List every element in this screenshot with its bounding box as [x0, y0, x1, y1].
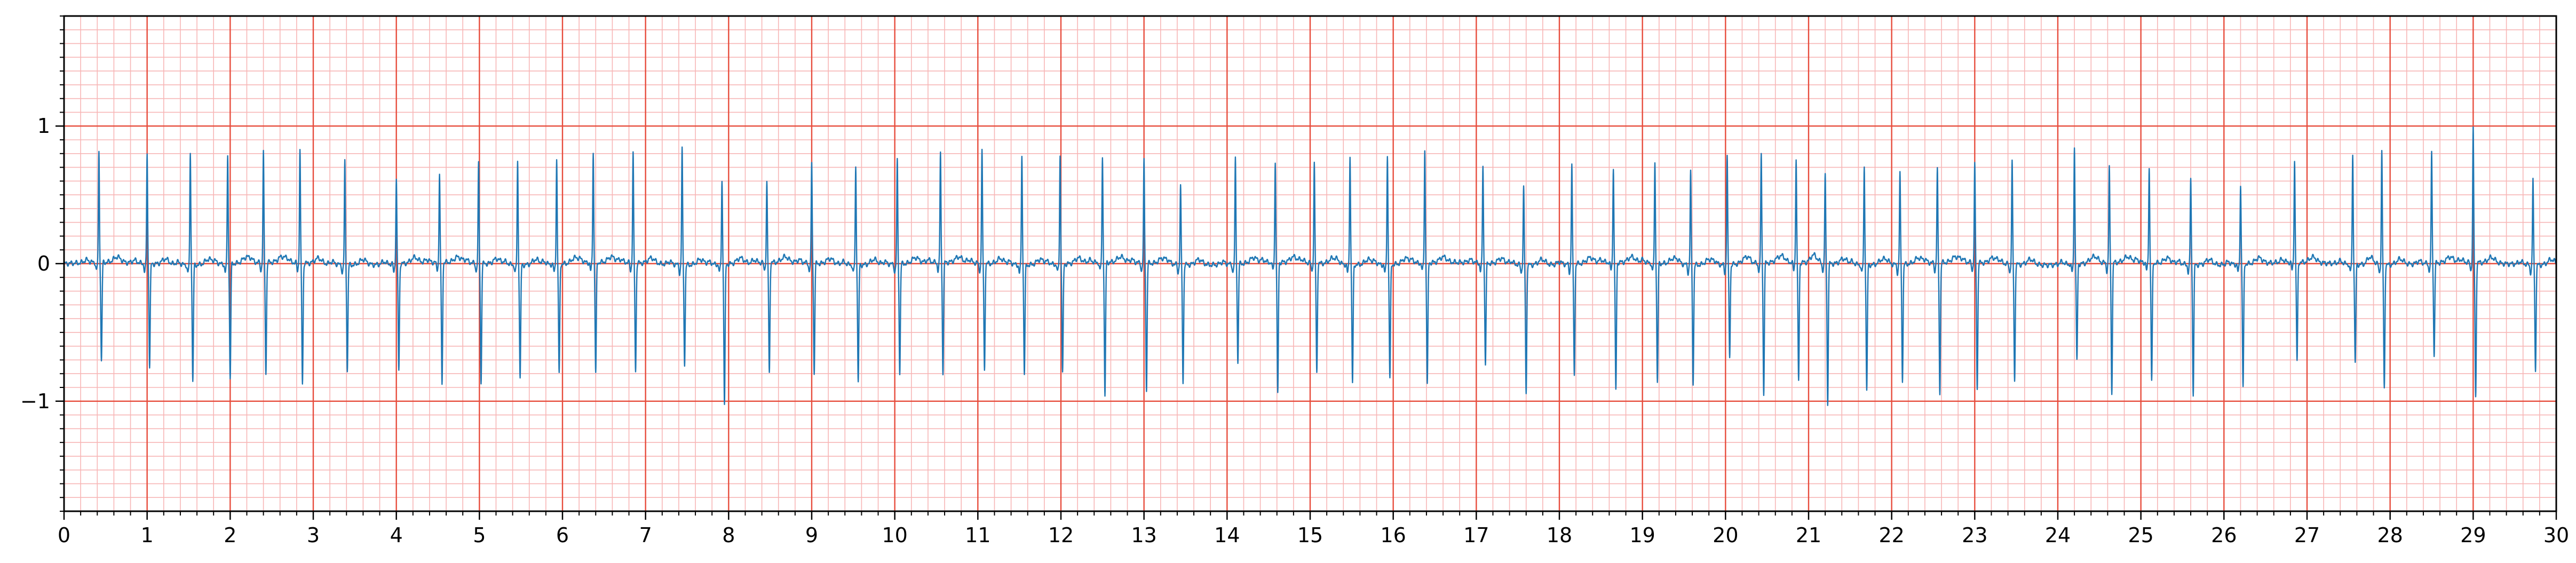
x-tick-label: 0	[58, 524, 70, 547]
x-tick-label: 30	[2543, 524, 2569, 547]
x-tick-label: 25	[2128, 524, 2153, 547]
x-tick-label: 22	[1879, 524, 1904, 547]
plot-area	[63, 15, 2557, 512]
x-tick-label: 16	[1380, 524, 1406, 547]
x-tick-label: 17	[1463, 524, 1489, 547]
x-tick-label: 4	[390, 524, 403, 547]
y-tick-label: 0	[37, 252, 50, 275]
x-tick-label: 26	[2211, 524, 2237, 547]
x-tick-label: 2	[224, 524, 236, 547]
x-tick-label: 13	[1131, 524, 1156, 547]
x-tick-label: 5	[473, 524, 486, 547]
x-tick-label: 27	[2294, 524, 2320, 547]
x-tick-label: 11	[965, 524, 990, 547]
x-tick-label: 10	[882, 524, 907, 547]
x-tick-label: 8	[722, 524, 735, 547]
x-tick-label: 7	[639, 524, 652, 547]
x-tick-label: 23	[1962, 524, 1987, 547]
x-tick-label: 15	[1297, 524, 1323, 547]
x-tick-label: 12	[1048, 524, 1074, 547]
y-axis: 1 0 −1	[20, 15, 64, 512]
y-tick-label: 1	[37, 114, 50, 138]
x-tick-label: 24	[2045, 524, 2071, 547]
x-tick-label: 29	[2460, 524, 2486, 547]
x-tick-label: 9	[805, 524, 818, 547]
x-tick-label: 21	[1796, 524, 1821, 547]
y-tick-label: −1	[20, 390, 50, 413]
x-tick-label: 20	[1713, 524, 1738, 547]
x-tick-label: 6	[556, 524, 569, 547]
x-tick-label: 19	[1629, 524, 1655, 547]
x-tick-label: 3	[307, 524, 320, 547]
x-axis: 0 1 2 3 4 5 6 7 8 9 10 11 12 13 14 15 16 17 18 19 20 21 22 23 24…	[58, 511, 2569, 547]
x-tick-label: 28	[2377, 524, 2403, 547]
x-tick-label: 14	[1214, 524, 1240, 547]
x-tick-label: 1	[141, 524, 154, 547]
ecg-signal-line	[63, 126, 2557, 406]
x-tick-label: 18	[1547, 524, 1572, 547]
